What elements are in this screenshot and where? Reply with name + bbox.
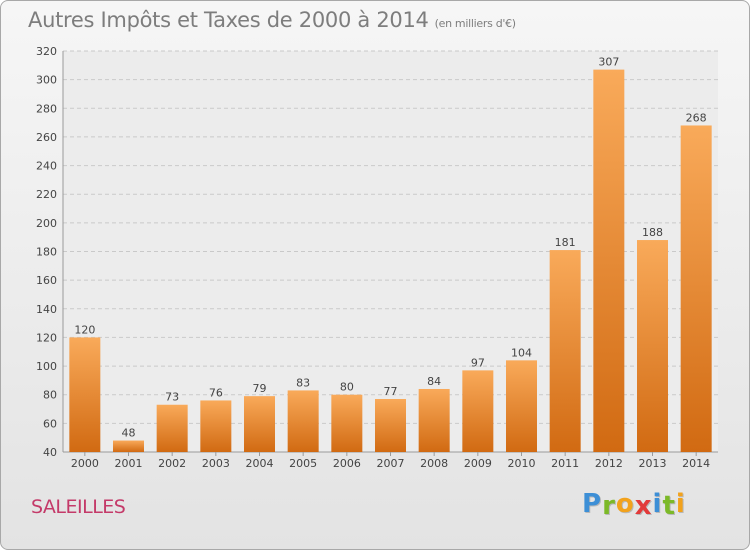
x-tick-label: 2000 bbox=[71, 457, 99, 470]
y-tick-label: 160 bbox=[36, 274, 57, 287]
data-label: 79 bbox=[253, 382, 267, 395]
bar bbox=[506, 360, 537, 452]
bar bbox=[637, 240, 668, 452]
bar bbox=[200, 400, 232, 452]
unit-subtitle: (en milliers d'€) bbox=[434, 17, 516, 30]
bar bbox=[680, 125, 712, 452]
bar bbox=[462, 370, 494, 452]
x-tick-label: 2003 bbox=[202, 457, 230, 470]
chart-title: Autres Impôts et Taxes de 2000 à 2014 (en… bbox=[28, 8, 516, 32]
data-label: 120 bbox=[74, 323, 95, 336]
data-label: 80 bbox=[340, 381, 354, 394]
data-label: 188 bbox=[642, 226, 663, 239]
bar bbox=[69, 337, 101, 452]
bar bbox=[287, 390, 319, 452]
data-label: 307 bbox=[598, 56, 619, 69]
logo-letter: i bbox=[675, 489, 686, 519]
y-tick-label: 180 bbox=[36, 246, 57, 259]
y-tick-label: 40 bbox=[43, 446, 57, 459]
bar bbox=[244, 396, 275, 452]
bar bbox=[331, 394, 363, 452]
x-tick-label: 2010 bbox=[508, 457, 536, 470]
logo-letter: o bbox=[615, 489, 635, 519]
x-tick-label: 2004 bbox=[246, 457, 274, 470]
y-tick-label: 260 bbox=[36, 131, 57, 144]
bar bbox=[418, 388, 450, 452]
logo-letter: t bbox=[662, 491, 676, 521]
x-tick-label: 2006 bbox=[333, 457, 361, 470]
bar bbox=[593, 69, 625, 452]
x-tick-label: 2009 bbox=[464, 457, 492, 470]
bar bbox=[375, 399, 406, 452]
bar bbox=[156, 404, 188, 452]
logo-letter: r bbox=[602, 491, 616, 521]
data-label: 76 bbox=[209, 386, 223, 399]
x-tick-label: 2005 bbox=[289, 457, 317, 470]
data-label: 84 bbox=[427, 375, 441, 388]
y-tick-label: 120 bbox=[36, 331, 57, 344]
bar bbox=[549, 250, 581, 452]
data-label: 48 bbox=[122, 427, 136, 440]
data-label: 104 bbox=[511, 346, 532, 359]
y-tick-label: 80 bbox=[43, 389, 57, 402]
proxiti-logo: Proxiti bbox=[582, 489, 686, 521]
data-label: 83 bbox=[296, 376, 310, 389]
x-tick-label: 2013 bbox=[639, 457, 667, 470]
x-tick-label: 2007 bbox=[377, 457, 405, 470]
logo-letter: i bbox=[652, 489, 663, 519]
x-tick-label: 2011 bbox=[551, 457, 579, 470]
y-tick-label: 320 bbox=[36, 45, 57, 58]
logo-letter: x bbox=[634, 491, 653, 521]
y-tick-label: 200 bbox=[36, 217, 57, 230]
x-tick-label: 2008 bbox=[420, 457, 448, 470]
bar bbox=[113, 440, 144, 452]
y-tick-label: 280 bbox=[36, 102, 57, 115]
x-tick-label: 2002 bbox=[158, 457, 186, 470]
y-tick-label: 240 bbox=[36, 160, 57, 173]
logo-letter: P bbox=[582, 489, 603, 519]
data-label: 97 bbox=[471, 356, 485, 369]
x-tick-label: 2012 bbox=[595, 457, 623, 470]
x-tick-label: 2014 bbox=[682, 457, 710, 470]
data-label: 181 bbox=[555, 236, 576, 249]
x-tick-label: 2001 bbox=[115, 457, 143, 470]
commune-name: SALEILLES bbox=[31, 496, 126, 518]
data-label: 77 bbox=[384, 385, 398, 398]
y-tick-label: 300 bbox=[36, 74, 57, 87]
title-text: Autres Impôts et Taxes de 2000 à 2014 bbox=[28, 8, 429, 32]
y-tick-label: 140 bbox=[36, 303, 57, 316]
data-label: 73 bbox=[165, 391, 179, 404]
y-tick-label: 100 bbox=[36, 360, 57, 373]
data-label: 268 bbox=[686, 111, 707, 124]
y-tick-label: 220 bbox=[36, 188, 57, 201]
y-tick-label: 60 bbox=[43, 417, 57, 430]
